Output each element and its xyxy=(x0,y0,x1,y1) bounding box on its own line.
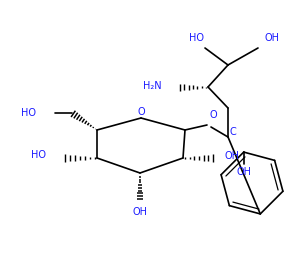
Text: O: O xyxy=(137,107,145,117)
Text: OH: OH xyxy=(133,207,147,217)
Text: OH: OH xyxy=(264,33,279,43)
Text: HO: HO xyxy=(30,150,45,160)
Text: C: C xyxy=(230,127,236,137)
Text: HO: HO xyxy=(20,108,36,118)
Text: O: O xyxy=(209,110,217,120)
Text: H₂N: H₂N xyxy=(143,81,162,91)
Text: OH: OH xyxy=(236,167,251,177)
Text: HO: HO xyxy=(189,33,204,43)
Text: OH: OH xyxy=(224,151,239,161)
